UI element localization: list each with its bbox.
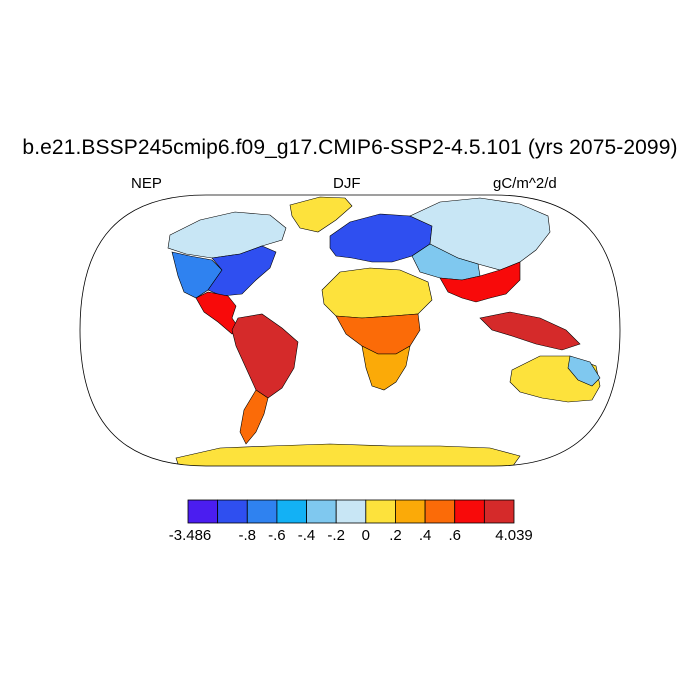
region-indonesia (479, 311, 581, 351)
plot-title: b.e21.BSSP245cmip6.f09_g17.CMIP6-SSP2-4.… (22, 136, 678, 159)
region-north-america-north (167, 211, 287, 259)
colorbar-swatch (246, 499, 278, 524)
colorbar-swatch (187, 499, 219, 524)
colorbar-swatch (217, 499, 248, 524)
colorbar-tick-label: .4 (418, 527, 432, 544)
globe-outline (79, 194, 621, 467)
region-southern-africa (361, 345, 411, 391)
colorbar-tick-label: -.4 (297, 527, 316, 544)
colorbar-tick-label: -3.486 (168, 527, 212, 544)
colorbar-tick-label: -.2 (327, 527, 345, 544)
colorbar-swatch (395, 499, 426, 524)
region-greenland (289, 196, 353, 233)
colorbar-tick-label: 4.039 (495, 527, 533, 544)
colorbar-swatch (306, 499, 337, 524)
region-south-asia (439, 261, 521, 303)
colorbar-tick-label: -.6 (268, 527, 286, 544)
colorbar-tick-label: -.8 (238, 527, 257, 544)
colorbar-tick-label: 0 (361, 527, 370, 544)
colorbar-swatch (483, 499, 515, 524)
units-label: gC/m^2/d (493, 175, 557, 192)
region-antarctica (175, 443, 521, 466)
colorbar-swatch (365, 499, 396, 524)
region-sahara (321, 267, 433, 319)
variable-label: NEP (131, 175, 162, 192)
season-label: DJF (333, 175, 361, 192)
region-north-america-east (207, 245, 277, 297)
colorbar-swatch (424, 499, 456, 524)
colorbar-swatch (335, 499, 367, 524)
colorbar-swatch (276, 499, 307, 524)
region-australia-east (567, 355, 601, 387)
colorbar-tick-label: .2 (389, 527, 402, 544)
colorbar-swatch (454, 499, 485, 524)
region-south-america (231, 313, 299, 399)
region-south-america-south (239, 389, 269, 445)
colorbar-tick-label: .6 (448, 527, 461, 544)
